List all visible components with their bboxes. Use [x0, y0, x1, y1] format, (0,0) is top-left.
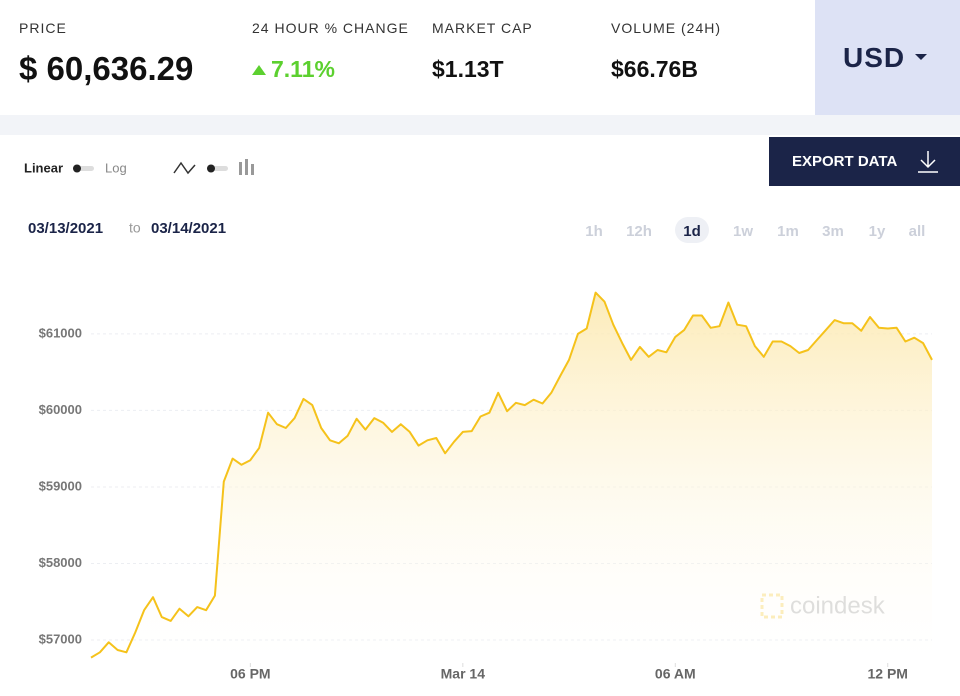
stat-value: $66.76B: [611, 56, 698, 82]
x-tick-label: 12 PM: [868, 666, 908, 682]
stat: 24 HOUR % CHANGE 7.11%: [252, 20, 409, 83]
range-button[interactable]: all: [909, 223, 926, 240]
range-button[interactable]: 1y: [869, 223, 886, 240]
currency-select[interactable]: USD: [815, 0, 960, 115]
range-selected-bg: [675, 217, 709, 243]
stat-label: VOLUME (24H): [611, 20, 722, 36]
line-icon[interactable]: [173, 161, 196, 175]
toggle-knob: [207, 164, 215, 173]
stat-label: 24 HOUR % CHANGE: [252, 20, 409, 36]
range-button[interactable]: 1w: [733, 223, 753, 240]
stats-bar: PRICE $ 60,636.29 24 HOUR % CHANGE 7.11% M…: [0, 0, 960, 115]
stat-label: PRICE: [19, 20, 67, 36]
chart: Linear Log 03/13/2021 to 03/14/2021 coin…: [24, 159, 933, 682]
scale-linear[interactable]: Linear: [24, 160, 63, 175]
range-button[interactable]: 12h: [626, 223, 652, 240]
date-from[interactable]: 03/13/2021: [28, 220, 103, 237]
scale-log[interactable]: Log: [105, 160, 127, 175]
range-button[interactable]: 1h: [585, 223, 603, 240]
x-tick-label: 06 AM: [655, 666, 696, 682]
range-button[interactable]: 1d: [683, 223, 701, 240]
y-tick-label: $60000: [39, 402, 82, 417]
y-tick-label: $59000: [39, 478, 82, 493]
stat: PRICE $ 60,636.29: [19, 20, 193, 88]
y-tick-label: $57000: [39, 631, 82, 646]
area: [91, 292, 932, 663]
stat-value: $ 60,636.29: [19, 50, 194, 87]
stat-label: MARKET CAP: [432, 20, 533, 36]
range-button[interactable]: 1m: [777, 223, 799, 240]
y-tick-label: $61000: [39, 325, 82, 340]
line: [90, 291, 933, 659]
date-to[interactable]: 03/14/2021: [151, 220, 226, 237]
range-button[interactable]: 3m: [822, 223, 844, 240]
stat: MARKET CAP $1.13T: [432, 20, 533, 83]
export-label: EXPORT DATA: [792, 153, 898, 170]
x-tick-label: Mar 14: [441, 666, 486, 682]
x-tick-label: 06 PM: [230, 666, 270, 682]
bar-icon[interactable]: [239, 159, 254, 175]
stat-value: 7.11%: [252, 56, 409, 83]
stat: VOLUME (24H) $66.76B: [611, 20, 721, 83]
chart-panel: Linear Log 03/13/2021 to 03/14/2021 coin…: [0, 135, 960, 696]
download-icon: [918, 151, 938, 173]
export-button[interactable]: EXPORT DATA: [769, 137, 960, 186]
y-tick-label: $58000: [39, 555, 82, 570]
stat-value: $1.13T: [432, 56, 504, 82]
toggle-knob: [73, 164, 81, 173]
date-sep: to: [129, 220, 141, 236]
